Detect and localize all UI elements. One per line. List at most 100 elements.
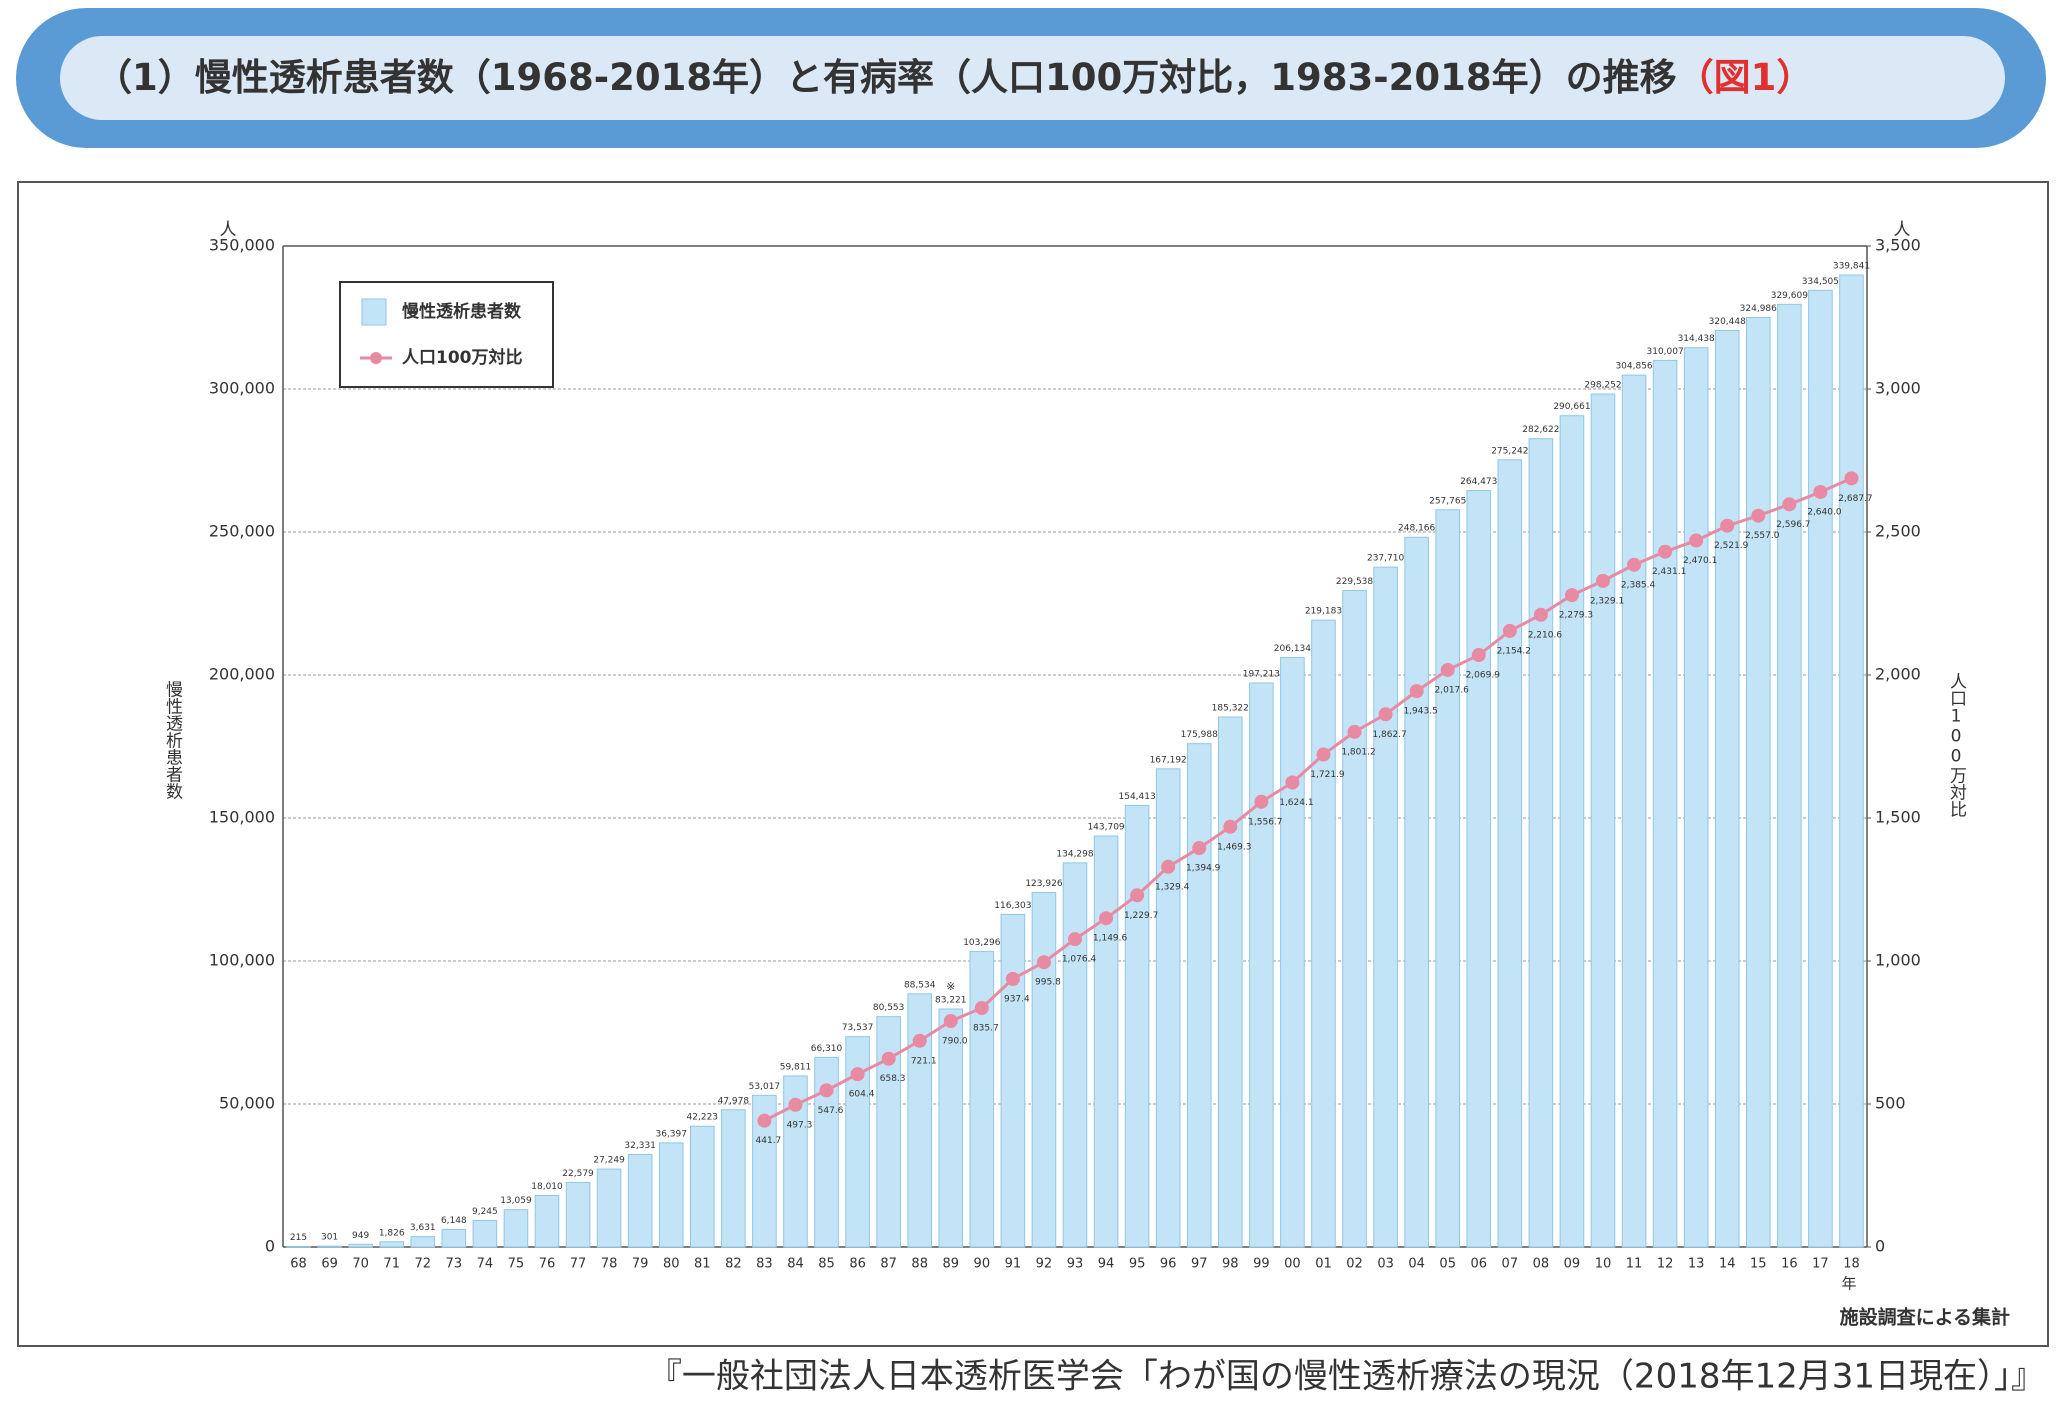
x-tick-label: 03: [1377, 1257, 1394, 1272]
x-tick-label: 81: [694, 1257, 711, 1272]
line-value-label: 1,801.2: [1341, 747, 1375, 757]
bar: [1186, 743, 1212, 1248]
line-point: [1689, 533, 1704, 548]
bar: [689, 1125, 715, 1248]
bar-value-label: 47,978: [718, 1096, 750, 1106]
line-point: [1347, 724, 1362, 739]
x-tick-label: 76: [539, 1257, 556, 1272]
bar-value-label: 275,242: [1491, 446, 1528, 456]
y2-tick-label: 500: [1875, 1094, 1906, 1113]
bar: [1621, 374, 1647, 1248]
bar-value-label: 229,538: [1336, 577, 1373, 587]
line-point: [1223, 819, 1238, 834]
bar-value-label: 42,223: [687, 1113, 719, 1123]
line-value-label: 1,229.7: [1124, 911, 1158, 921]
line-value-label: 2,687.7: [1838, 494, 1872, 504]
x-tick-label: 73: [446, 1257, 463, 1272]
y-tick-label: 150,000: [209, 808, 275, 827]
line-point: [1285, 775, 1300, 790]
line-value-label: 547.6: [818, 1106, 844, 1116]
line-value-label: 2,017.6: [1435, 685, 1470, 695]
line-point: [974, 1000, 989, 1015]
x-tick-label: 93: [1067, 1257, 1084, 1272]
line-value-label: 790.0: [942, 1037, 968, 1047]
line-value-label: 2,329.1: [1590, 596, 1624, 606]
bar: [845, 1036, 870, 1248]
note: 施設調査による集計: [1840, 1306, 2010, 1329]
line-value-label: 1,556.7: [1248, 817, 1282, 827]
x-tick-label: 97: [1191, 1257, 1208, 1272]
x-tick-label: 92: [1036, 1257, 1053, 1272]
title: （1）慢性透析患者数（1968-2018年）と有病率（人口100万対比，1983…: [95, 56, 1813, 99]
x-tick-label: 91: [1005, 1257, 1022, 1272]
line-value-label: 2,210.6: [1528, 630, 1563, 640]
x-unit: 年: [1841, 1275, 1856, 1293]
bar-value-label: 282,622: [1522, 425, 1559, 435]
bar: [752, 1094, 777, 1248]
line-value-label: 441.7: [756, 1136, 782, 1146]
legend-swatch: [361, 298, 387, 326]
line-point: [881, 1051, 896, 1066]
bar: [596, 1168, 622, 1248]
y2-axis-label: 人口100万対比: [1946, 672, 1967, 817]
line-point: [788, 1097, 803, 1112]
bar-value-label: 88,534: [904, 980, 936, 990]
bar-value-label: 6,148: [441, 1216, 467, 1226]
bar-value-label: 257,765: [1429, 496, 1466, 506]
x-tick-label: 85: [818, 1257, 835, 1272]
line-value-label: 721.1: [911, 1056, 937, 1066]
line-point: [819, 1083, 834, 1098]
y-tick-label: 50,000: [219, 1094, 275, 1113]
x-tick-label: 02: [1346, 1257, 1363, 1272]
line-value-label: 2,279.3: [1559, 611, 1593, 621]
bar: [441, 1228, 467, 1248]
x-tick-label: 06: [1470, 1257, 1487, 1272]
bar-value-label: 66,310: [811, 1044, 843, 1054]
bar: [721, 1109, 746, 1248]
x-tick-label: 78: [601, 1257, 618, 1272]
bar: [286, 1245, 311, 1248]
y-tick-label: 250,000: [209, 522, 275, 541]
x-tick-label: 80: [663, 1257, 680, 1272]
line-point: [850, 1067, 865, 1082]
line-value-label: 1,721.9: [1310, 770, 1345, 780]
x-tick-label: 07: [1502, 1257, 1519, 1272]
line-value-label: 1,943.5: [1403, 707, 1437, 717]
x-tick-label: 75: [508, 1257, 525, 1272]
line-point: [1658, 544, 1673, 559]
bar: [783, 1075, 808, 1248]
bar: [1062, 862, 1088, 1248]
bar: [1373, 566, 1398, 1248]
line-point: [1720, 518, 1735, 533]
line-value-label: 995.8: [1035, 978, 1061, 988]
bar: [1000, 913, 1026, 1248]
line-point: [912, 1033, 927, 1048]
x-tick-label: 04: [1408, 1257, 1425, 1272]
y-tick-label: 350,000: [209, 236, 275, 255]
x-tick-label: 15: [1750, 1257, 1767, 1272]
x-tick-label: 82: [725, 1257, 742, 1272]
bar: [1714, 330, 1740, 1248]
y-tick-label: 300,000: [209, 379, 275, 398]
bar: [379, 1241, 405, 1248]
x-tick-label: 74: [477, 1257, 494, 1272]
line-point: [1533, 607, 1548, 622]
bar-value-label: 314,438: [1678, 334, 1715, 344]
x-tick-label: 96: [1160, 1257, 1177, 1272]
line-point: [1254, 794, 1269, 809]
bar-value-label: 73,537: [842, 1023, 874, 1033]
line-value-label: 2,385.4: [1621, 580, 1656, 590]
bar: [1839, 274, 1864, 1248]
line-point: [943, 1014, 958, 1029]
line-value-label: 1,149.6: [1093, 934, 1128, 944]
line-value-label: 2,470.1: [1683, 556, 1717, 566]
bar: [814, 1056, 839, 1248]
source: 『一般社団法人日本透析医学会「わが国の慢性透析療法の現況（2018年12月31日…: [648, 1357, 2045, 1397]
bar: [1528, 438, 1554, 1248]
line-point: [1161, 859, 1176, 874]
bar-value-label: 339,841: [1833, 262, 1870, 272]
bar-value-label: 215: [290, 1233, 307, 1243]
line-point: [1192, 841, 1207, 856]
line-point: [1751, 508, 1766, 523]
y2-tick-label: 0: [1875, 1237, 1885, 1256]
